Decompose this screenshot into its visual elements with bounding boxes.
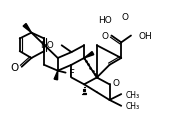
- Text: F: F: [69, 68, 75, 78]
- Polygon shape: [23, 24, 32, 33]
- Text: CH₃: CH₃: [126, 101, 140, 110]
- Text: HO: HO: [98, 16, 112, 25]
- Text: HO: HO: [40, 40, 54, 49]
- Polygon shape: [54, 71, 58, 80]
- Text: O: O: [122, 13, 129, 22]
- Text: O: O: [101, 32, 108, 41]
- Text: O: O: [112, 78, 119, 87]
- Text: CH₃: CH₃: [126, 90, 140, 99]
- Text: OH: OH: [139, 32, 153, 41]
- Polygon shape: [84, 52, 94, 58]
- Text: O: O: [11, 62, 19, 72]
